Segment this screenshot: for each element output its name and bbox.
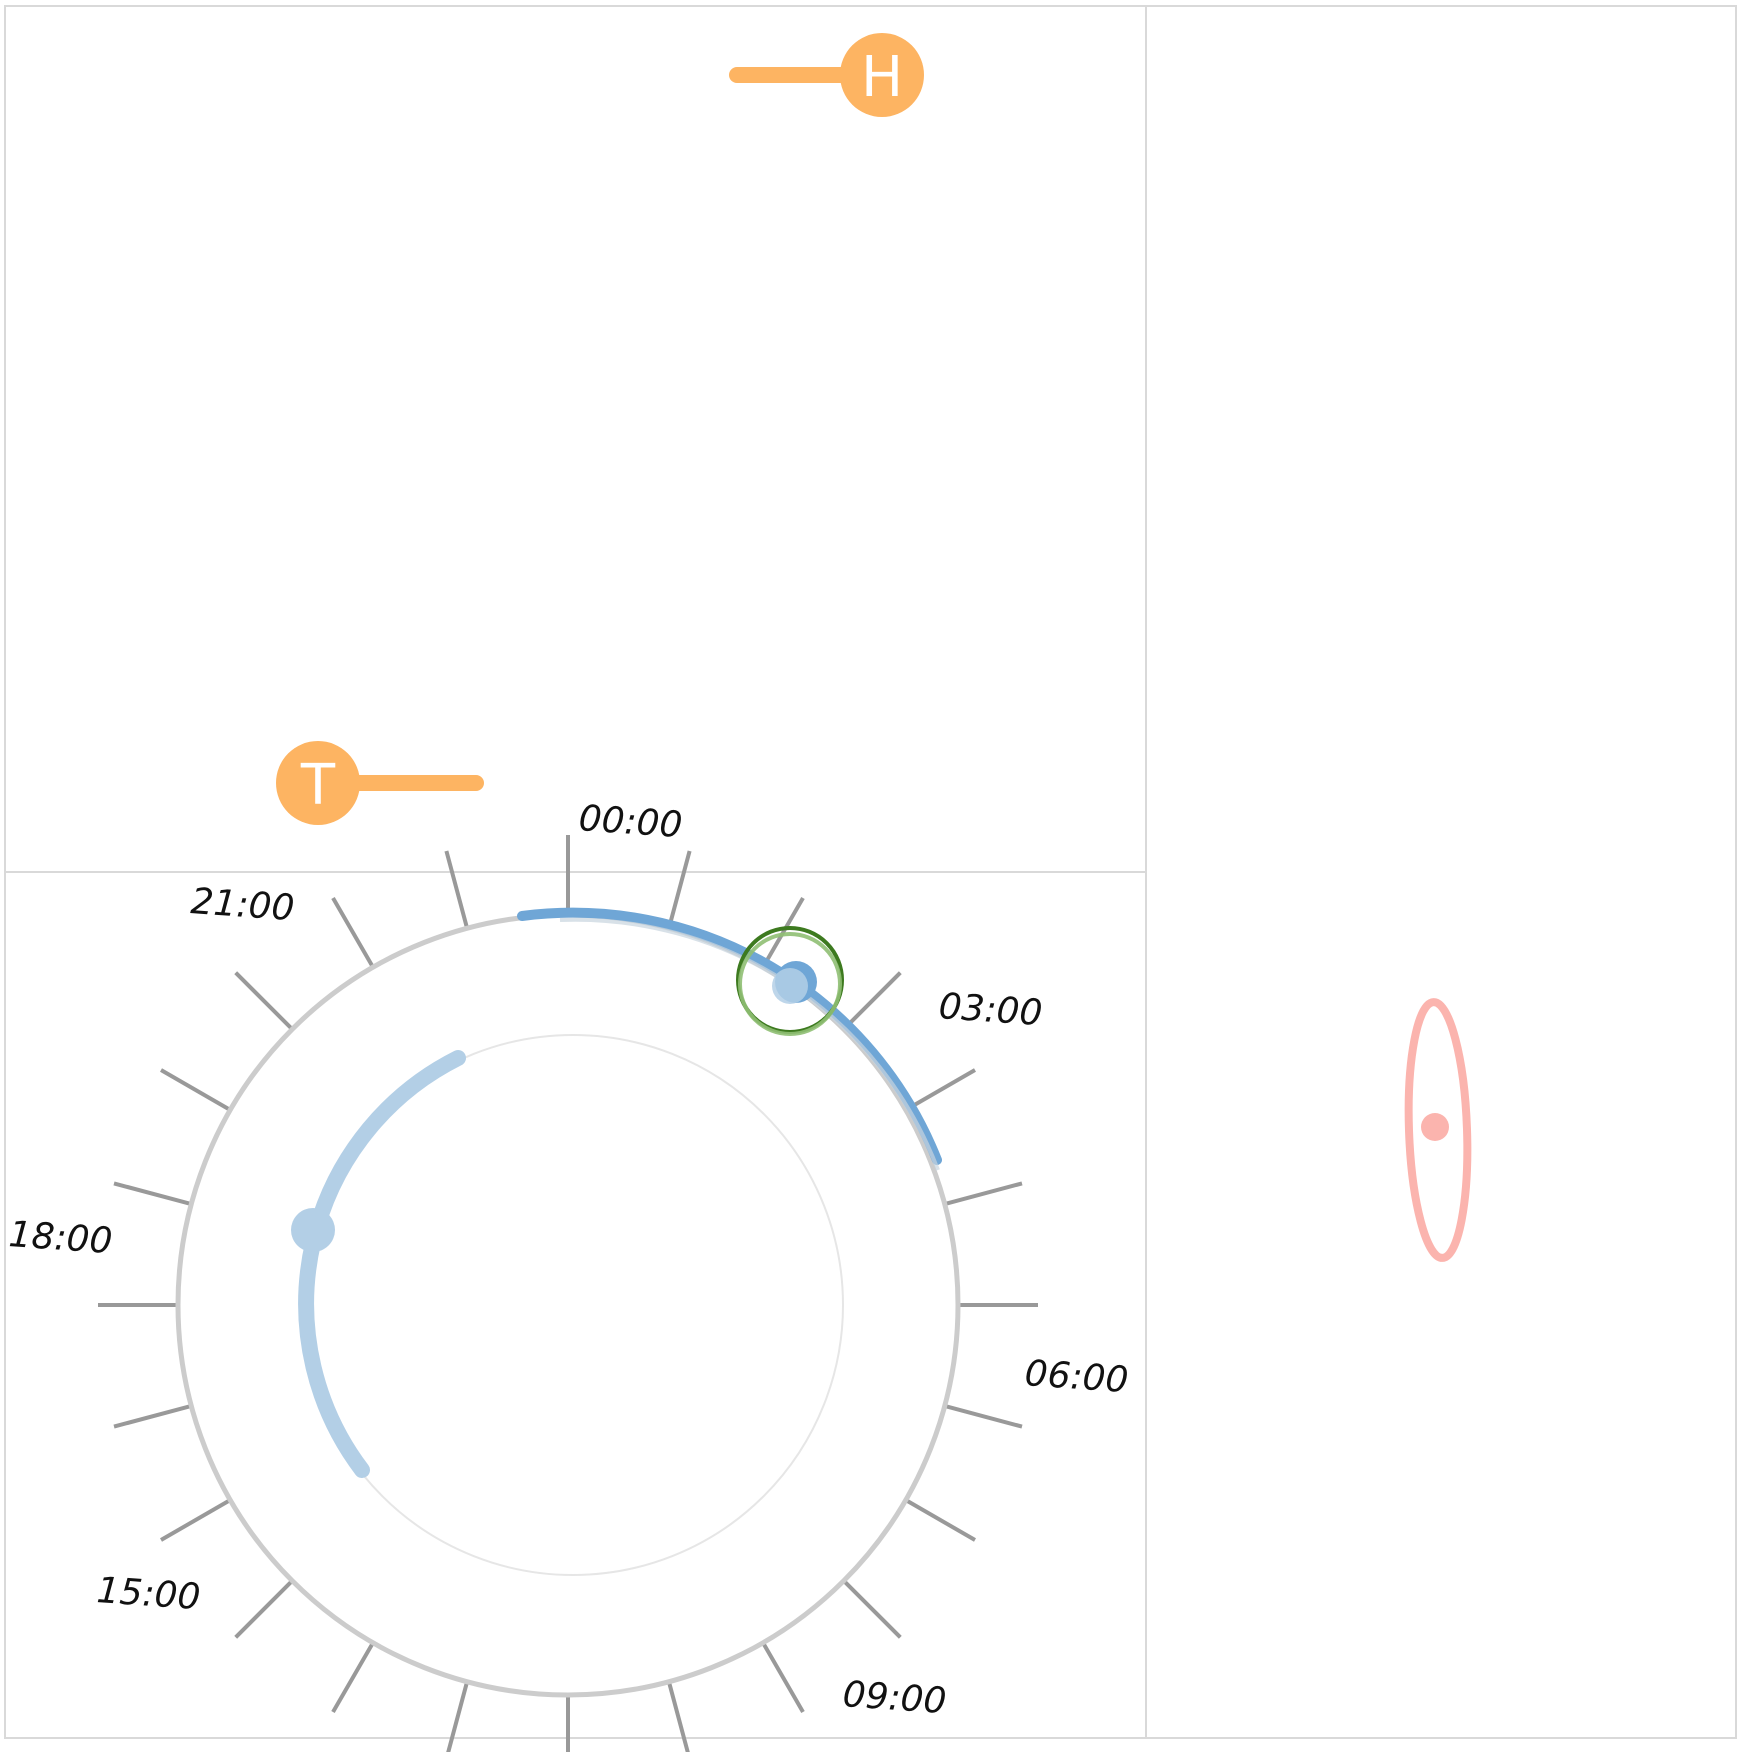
hour-tick <box>160 1498 232 1542</box>
hour-label-0300: 03:00 <box>937 986 1043 1034</box>
hour-tick <box>234 1579 294 1639</box>
location-point[interactable] <box>1421 1113 1449 1141</box>
hour-tick <box>944 1403 1023 1429</box>
hour-tick <box>666 850 692 929</box>
hour-tick <box>444 850 470 929</box>
head-marker[interactable]: H <box>729 33 924 117</box>
hour-tick <box>113 1181 192 1207</box>
hour-tick <box>113 1403 192 1429</box>
location-estimate <box>1404 998 1472 1262</box>
clock-dial: 00:00 03:00 06:00 09:00 15:00 18:00 21:0… <box>7 798 1130 1752</box>
right-panel <box>1145 5 1737 1739</box>
hour-tick <box>842 971 902 1031</box>
hour-label-0900: 09:00 <box>841 1674 947 1722</box>
head-marker-letter: H <box>861 45 903 110</box>
tail-marker[interactable]: T <box>276 741 484 825</box>
hour-tick <box>904 1498 976 1542</box>
outer-arc <box>517 907 942 1165</box>
inner-arc <box>298 1050 466 1478</box>
hour-tick <box>761 1641 805 1713</box>
inner-arc-handle[interactable] <box>291 1208 335 1252</box>
outer-arc-handle-shadow <box>772 968 808 1004</box>
tail-marker-letter: T <box>300 753 336 818</box>
hour-tick <box>904 1068 976 1112</box>
hour-tick <box>446 1681 470 1752</box>
tail-marker-circle[interactable] <box>276 741 360 825</box>
hour-tick <box>160 1068 232 1112</box>
hour-ticks <box>98 835 1038 1752</box>
hour-label-1500: 15:00 <box>95 1570 201 1618</box>
hour-label-1800: 18:00 <box>7 1214 113 1262</box>
selection-inner-ring <box>738 932 842 1036</box>
hour-tick <box>944 1181 1023 1207</box>
hour-tick <box>331 897 375 969</box>
clock-outer-ring <box>175 912 961 1698</box>
hour-label-2100: 21:00 <box>189 881 295 929</box>
hour-tick <box>842 1579 902 1639</box>
panel-borders <box>4 5 1737 1739</box>
hour-tick <box>666 1681 690 1752</box>
uncertainty-ellipse <box>1404 998 1472 1262</box>
hour-label-0600: 06:00 <box>1023 1353 1129 1401</box>
left-top-panel <box>4 5 1147 873</box>
hour-tick <box>234 971 294 1031</box>
hour-tick <box>331 1641 375 1713</box>
head-marker-circle[interactable] <box>840 33 924 117</box>
hour-label-0000: 00:00 <box>577 798 683 846</box>
